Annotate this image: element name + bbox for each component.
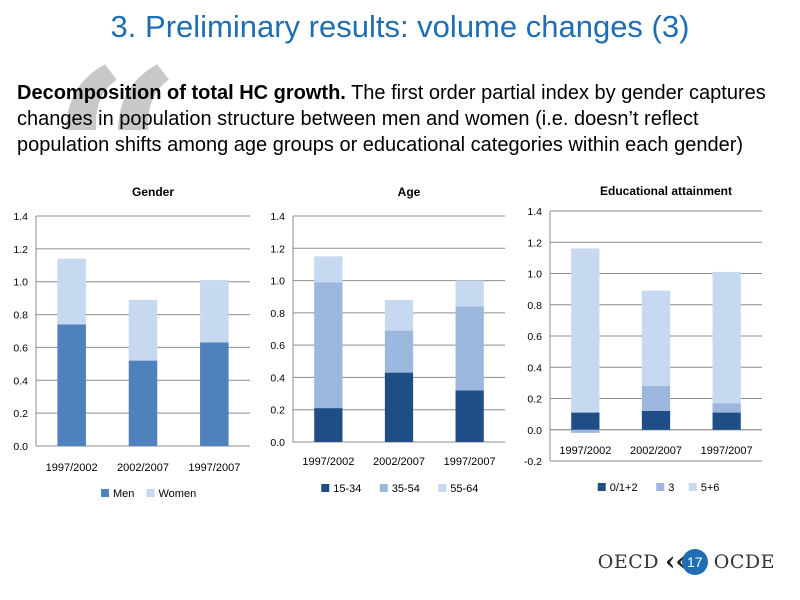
- oecd-logo-mark: ‹‹ 17: [665, 549, 708, 575]
- bar-segment: [57, 324, 86, 446]
- ocde-label: OCDE: [713, 551, 775, 573]
- bar-segment: [641, 411, 671, 430]
- x-category-label: 1997/2007: [444, 456, 496, 468]
- y-tick-label: -0.2: [524, 456, 542, 468]
- bar-segment: [57, 258, 86, 325]
- body-text-bold-lead: Decomposition of total HC growth.: [17, 82, 346, 104]
- y-tick-label: 1.2: [13, 244, 28, 256]
- y-tick-label: 0.2: [13, 408, 28, 420]
- oecd-chevron-icon: ‹‹: [664, 547, 686, 577]
- y-tick-label: 1.0: [527, 269, 542, 281]
- y-tick-label: 1.0: [270, 276, 285, 288]
- legend-swatch: [321, 484, 330, 492]
- legend-label: 0/1+2: [610, 482, 638, 494]
- oecd-footer: OECD ‹‹ 17 OCDE: [598, 549, 775, 575]
- y-tick-label: 0.0: [13, 441, 28, 453]
- bar-segment: [571, 429, 600, 433]
- y-tick-label: 0.8: [527, 300, 542, 312]
- legend-swatch: [379, 484, 388, 492]
- x-category-label: 1997/2007: [188, 462, 240, 474]
- chart-title-age: Age: [398, 185, 421, 199]
- y-tick-label: 0.6: [13, 342, 28, 354]
- legend-label: Women: [159, 488, 197, 500]
- bar-segment: [384, 330, 414, 373]
- x-category-label: 1997/2002: [559, 445, 611, 457]
- y-tick-label: 1.0: [13, 277, 28, 289]
- bar-segment: [571, 248, 600, 413]
- y-tick-label: 0.8: [13, 310, 28, 322]
- bar-segment: [641, 386, 671, 411]
- bar-segment: [314, 256, 343, 283]
- bar-segment: [314, 282, 343, 409]
- legend-swatch: [688, 483, 697, 491]
- legend-label: 15-34: [333, 483, 361, 495]
- legend-label: 5+6: [701, 482, 720, 494]
- y-tick-label: 0.4: [13, 375, 28, 387]
- bar-segment: [571, 412, 600, 430]
- legend-swatch: [656, 483, 665, 491]
- legend-label: 55-64: [450, 483, 478, 495]
- body-text-rest: The first order partial index by gender …: [17, 82, 766, 156]
- legend-swatch: [146, 489, 155, 497]
- bar-segment: [712, 403, 741, 413]
- bar-segment: [455, 390, 484, 442]
- legend-label: 3: [668, 482, 674, 494]
- y-tick-label: 1.2: [527, 237, 542, 249]
- x-category-label: 2002/2007: [373, 456, 425, 468]
- y-tick-label: 0.0: [270, 437, 285, 449]
- legend-swatch: [101, 489, 109, 497]
- y-tick-label: 0.6: [270, 340, 285, 352]
- bar-segment: [641, 290, 671, 386]
- bar-segment: [314, 408, 343, 442]
- chart-title-educational-attainment: Educational attainment: [600, 184, 732, 198]
- bar-segment: [712, 412, 741, 430]
- y-tick-label: 0.0: [527, 425, 542, 437]
- slide-body-text: Decomposition of total HC growth. The fi…: [17, 80, 787, 158]
- bar-segment: [384, 299, 414, 331]
- y-tick-label: 0.4: [270, 372, 285, 384]
- y-tick-label: 1.4: [527, 206, 542, 218]
- legend-label: Men: [113, 488, 134, 500]
- x-category-label: 2002/2007: [117, 462, 169, 474]
- bar-segment: [455, 306, 484, 391]
- x-category-label: 1997/2007: [701, 445, 753, 457]
- y-tick-label: 0.2: [270, 405, 285, 417]
- bar-segment: [200, 342, 229, 446]
- y-tick-label: 1.4: [270, 211, 285, 223]
- bar-segment: [128, 360, 158, 446]
- y-tick-label: 0.4: [527, 362, 542, 374]
- bar-segment: [384, 372, 414, 442]
- bar-segment: [128, 299, 158, 361]
- bar-segment: [712, 271, 741, 404]
- slide-title: 3. Preliminary results: volume changes (…: [110, 9, 690, 44]
- legend-swatch: [438, 484, 447, 492]
- x-category-label: 1997/2002: [46, 462, 98, 474]
- legend-label: 35-54: [392, 483, 420, 495]
- y-tick-label: 0.6: [527, 331, 542, 343]
- y-tick-label: 0.8: [270, 308, 285, 320]
- chart-title-gender: Gender: [132, 185, 174, 199]
- bar-segment: [200, 280, 229, 343]
- legend-swatch: [597, 483, 606, 491]
- y-tick-label: 1.4: [13, 211, 28, 223]
- y-tick-label: 0.2: [527, 394, 542, 406]
- page-number-badge: 17: [681, 549, 708, 575]
- y-tick-label: 1.2: [270, 243, 285, 255]
- bar-segment: [455, 280, 484, 307]
- x-category-label: 1997/2002: [302, 456, 354, 468]
- x-category-label: 2002/2007: [630, 445, 682, 457]
- oecd-label: OECD: [597, 551, 659, 573]
